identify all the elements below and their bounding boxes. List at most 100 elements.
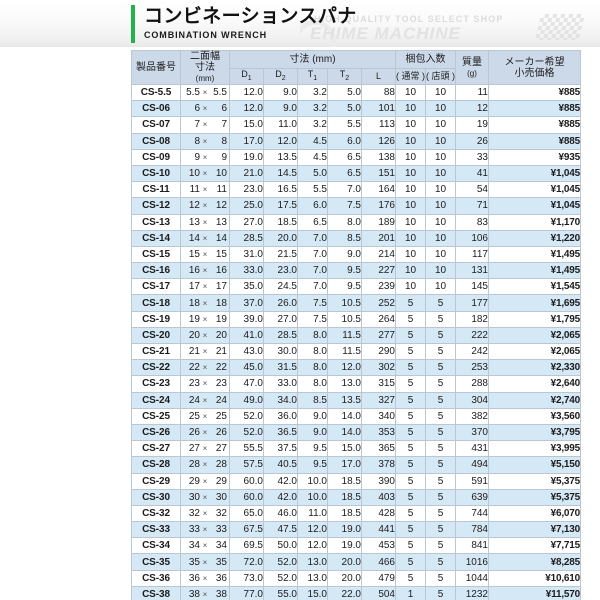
across-flats-multiply-icon: × [202,476,208,486]
cell-t2: 18.5 [327,504,362,523]
cell-product-code: CS-35 [131,553,181,571]
cell-d1: 19.0 [229,148,264,166]
cell-d2: 40.5 [263,456,298,474]
table-row[interactable]: CS-17 17 × 17 35.0 24.5 7.0 9.5 239 10 10 145 ¥1,545 [131,278,581,296]
across-flats-line2: 寸法 [195,62,215,73]
across-flats-multiply-icon: × [202,589,208,599]
across-flats-b: 10 [215,168,227,180]
cell-price: ¥8,285 [488,553,581,571]
table-row[interactable]: CS-33 33 × 33 67.5 47.5 12.0 19.0 441 5 5 784 ¥7,130 [131,521,581,539]
across-flats-b: 17 [215,281,227,293]
cell-d1: 12.0 [229,83,264,102]
cell-product-code: CS-09 [131,148,181,166]
cell-across-flats: 28 × 28 [180,456,230,474]
table-row[interactable]: CS-23 23 × 23 47.0 33.0 8.0 13.0 315 5 5 288 ¥2,640 [131,375,581,393]
cell-t2: 20.0 [327,569,362,587]
cell-weight: 83 [455,213,489,231]
col-header-pack: 梱包入数 [395,49,456,70]
across-flats-a: 11 [189,184,200,196]
cell-product-code: CS-25 [131,407,181,425]
cell-pack-normal: 10 [395,262,426,280]
cell-pack-normal: 1 [395,585,426,600]
cell-l: 453 [361,537,396,555]
cell-t1: 5.5 [297,181,328,199]
table-row[interactable]: CS-22 22 × 22 45.0 31.5 8.0 12.0 302 5 5 253 ¥2,330 [131,359,581,377]
table-row[interactable]: CS-32 32 × 32 65.0 46.0 11.0 18.5 428 5 5 744 ¥6,070 [131,504,581,523]
table-row[interactable]: CS-07 7 × 7 15.0 11.0 3.2 5.5 113 10 10 19 ¥885 [131,116,581,134]
cell-l: 340 [361,407,396,425]
cell-t2: 11.5 [327,342,362,361]
cell-across-flats: 25 × 25 [180,407,230,425]
cell-product-code: CS-24 [131,391,181,409]
table-row[interactable]: CS-15 15 × 15 31.0 21.5 7.0 9.0 214 10 10 117 ¥1,495 [131,245,581,264]
table-row[interactable]: CS-08 8 × 8 17.0 12.0 4.5 6.0 126 10 10 26 ¥885 [131,132,581,150]
cell-weight: 54 [455,181,489,199]
across-flats-b: 30 [215,491,227,503]
table-row[interactable]: CS-20 20 × 20 41.0 28.5 8.0 11.5 277 5 5 222 ¥2,065 [131,326,581,345]
across-flats-b: 13 [215,216,227,228]
col-header-across-flats: 二面幅 寸法 (mm) [180,50,230,85]
across-flats-a: 32 [188,507,200,519]
table-row[interactable]: CS-27 27 × 27 55.5 37.5 9.5 15.0 365 5 5 431 ¥3,995 [131,440,581,458]
cell-d2: 36.0 [263,407,298,425]
table-row[interactable]: CS-18 18 × 18 37.0 26.0 7.5 10.5 252 5 5 177 ¥1,695 [131,294,581,312]
across-flats-multiply-icon: × [202,120,208,130]
table-row[interactable]: CS-25 25 × 25 52.0 36.0 9.0 14.0 340 5 5 382 ¥3,560 [131,407,581,425]
table-row[interactable]: CS-12 12 × 12 25.0 17.5 6.0 7.5 176 10 10 71 ¥1,045 [131,197,581,215]
cell-l: 390 [361,472,396,490]
cell-product-code: CS-20 [131,326,181,345]
cell-l: 151 [361,164,396,183]
table-row[interactable]: CS-29 29 × 29 60.0 42.0 10.0 18.5 390 5 5 591 ¥5,375 [131,472,581,490]
table-row[interactable]: CS-14 14 × 14 28.5 20.0 7.0 8.5 201 10 10 106 ¥1,220 [131,229,581,247]
across-flats-multiply-icon: × [202,347,208,357]
across-flats-a: 36 [188,572,200,584]
cell-across-flats: 16 × 16 [180,262,230,280]
across-flats-a: 34 [188,540,200,552]
table-row[interactable]: CS-35 35 × 35 72.0 52.0 13.0 20.0 466 5 5 1016 ¥8,28… [131,553,581,571]
cell-d2: 18.5 [263,213,298,231]
table-row[interactable]: CS-26 26 × 26 52.0 36.5 9.0 14.0 353 5 5 370 ¥3,795 [131,423,581,442]
table-row[interactable]: CS-13 13 × 13 27.0 18.5 6.5 8.0 189 10 10 83 ¥1,170 [131,213,581,231]
table-row[interactable]: CS-10 10 × 10 21.0 14.5 5.0 6.5 151 10 10 41 ¥1,045 [131,164,581,183]
across-flats-b: 16 [215,265,227,277]
across-flats-a: 30 [188,491,200,503]
table-row[interactable]: CS-19 19 × 19 39.0 27.0 7.5 10.5 264 5 5 182 ¥1,795 [131,310,581,328]
cell-across-flats: 12 × 12 [180,197,230,215]
table-row[interactable]: CS-30 30 × 30 60.0 42.0 10.0 18.5 403 5 5 639 ¥5,375 [131,488,581,506]
cell-across-flats: 30 × 30 [180,488,230,506]
table-row[interactable]: CS-28 28 × 28 57.5 40.5 9.5 17.0 378 5 5 494 ¥5,150 [131,456,581,474]
cell-l: 353 [361,423,396,442]
across-flats-multiply-icon: × [202,492,208,502]
cell-d1: 52.0 [229,423,264,442]
cell-pack-normal: 10 [395,278,426,296]
cell-pack-store: 10 [425,278,456,296]
cell-price: ¥1,170 [488,213,581,231]
table-row[interactable]: CS-11 11 × 11 23.0 16.5 5.5 7.0 164 10 10 54 ¥1,045 [131,181,581,199]
cell-across-flats: 14 × 14 [180,229,230,247]
table-row[interactable]: CS-34 34 × 34 69.5 50.0 12.0 19.0 453 5 5 841 ¥7,715 [131,537,581,555]
across-flats-a: 35 [188,556,200,568]
cell-pack-store: 5 [425,359,456,377]
cell-t2: 5.0 [327,100,362,118]
across-flats-multiply-icon: × [202,201,208,211]
cell-t1: 7.5 [297,310,328,328]
cell-pack-normal: 10 [395,148,426,166]
cell-t1: 8.0 [297,375,328,393]
table-row[interactable]: CS-24 24 × 24 49.0 34.0 8.5 13.5 327 5 5 304 ¥2,740 [131,391,581,409]
cell-weight: 71 [455,197,489,215]
table-row[interactable]: CS-21 21 × 21 43.0 30.0 8.0 11.5 290 5 5 242 ¥2,065 [131,342,581,361]
cell-product-code: CS-07 [131,116,181,134]
table-row[interactable]: CS-09 9 × 9 19.0 13.5 4.5 6.5 138 10 10 33 ¥935 [131,148,581,166]
cell-pack-normal: 10 [395,164,426,183]
cell-product-code: CS-15 [131,245,181,264]
table-row[interactable]: CS-06 6 × 6 12.0 9.0 3.2 5.0 101 10 10 12 ¥885 [131,100,581,118]
cell-weight: 288 [455,375,489,393]
cell-price: ¥1,795 [488,310,581,328]
table-row[interactable]: CS-38 38 × 38 77.0 55.0 15.0 22.0 504 1 5 1232 ¥11,5… [131,585,581,600]
table-row[interactable]: CS-16 16 × 16 33.0 23.0 7.0 9.5 227 10 10 131 ¥1,495 [131,262,581,280]
cell-pack-normal: 5 [395,569,426,587]
cell-t2: 19.0 [327,521,362,539]
table-row[interactable]: CS-5.5 5.5 × 5.5 12.0 9.0 3.2 5.0 88 10 10 11 ¥885 [131,83,581,102]
table-row[interactable]: CS-36 36 × 36 73.0 52.0 13.0 20.0 479 5 5 1044 ¥10,6… [131,569,581,587]
across-flats-b: 14 [215,232,227,244]
